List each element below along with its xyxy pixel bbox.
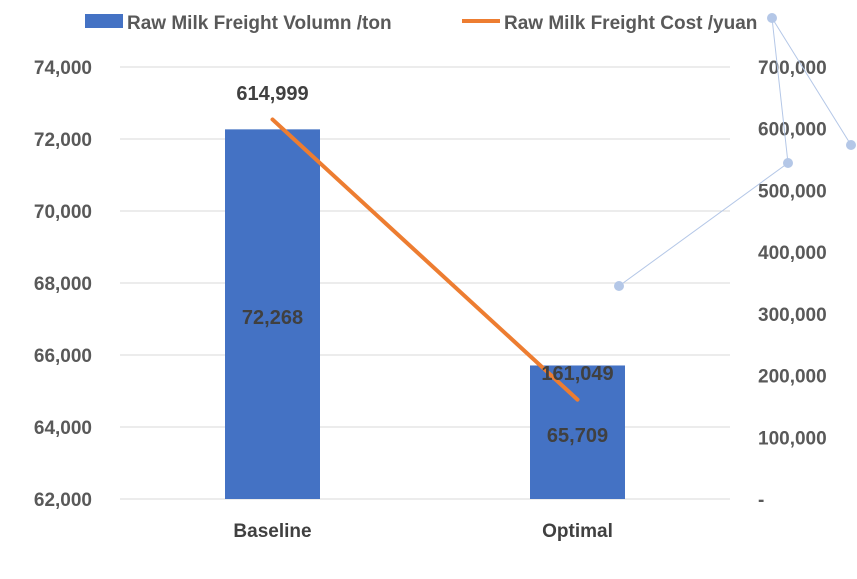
right-axis-tick-label: 300,000 — [758, 305, 827, 326]
data-labels: 72,268 65,709 614,999 161,049 — [236, 83, 613, 447]
left-axis-tick-label: 64,000 — [34, 418, 92, 439]
gridlines — [120, 66, 730, 500]
legend: Raw Milk Freight Volumn /ton Raw Milk Fr… — [85, 13, 757, 34]
line-series — [270, 117, 580, 402]
legend-label-volume: Raw Milk Freight Volumn /ton — [127, 13, 392, 34]
right-axis-tick-label: 200,000 — [758, 367, 827, 388]
bar-data-label: 72,268 — [242, 307, 303, 329]
left-axis-tick-label: 68,000 — [34, 274, 92, 295]
bar — [530, 365, 625, 499]
left-axis-tick-label: 74,000 — [34, 58, 92, 79]
legend-label-cost: Raw Milk Freight Cost /yuan — [504, 13, 757, 34]
decorative-trace-point — [783, 158, 793, 168]
decorative-trace-point — [767, 13, 777, 23]
right-axis-ticks: - 100,000 200,000 300,000 400,000 500,000 600,… — [758, 58, 827, 511]
bar — [225, 129, 320, 500]
category-label: Baseline — [233, 521, 311, 542]
right-axis-tick-label: 600,000 — [758, 120, 827, 141]
category-label: Optimal — [542, 521, 613, 542]
right-axis-tick-label: 700,000 — [758, 58, 827, 79]
decorative-trace-point — [846, 140, 856, 150]
right-axis-tick-label: 500,000 — [758, 181, 827, 202]
left-axis-tick-label: 70,000 — [34, 202, 92, 223]
bar-series — [225, 129, 625, 500]
left-axis-tick-label: 66,000 — [34, 346, 92, 367]
right-axis-tick-label: 400,000 — [758, 243, 827, 264]
left-axis-tick-label: 62,000 — [34, 490, 92, 511]
left-axis-tick-label: 72,000 — [34, 130, 92, 151]
right-axis-tick-label: 100,000 — [758, 428, 827, 449]
decorative-trace-line — [618, 17, 852, 287]
decorative-light-trace — [614, 13, 856, 291]
line-data-label: 614,999 — [236, 83, 308, 105]
line-data-label: 161,049 — [541, 363, 613, 385]
category-labels: Baseline Optimal — [233, 521, 612, 542]
right-axis-tick-label: - — [758, 490, 764, 511]
cost-line — [270, 117, 580, 402]
decorative-trace-point — [614, 281, 624, 291]
bar-data-label: 65,709 — [547, 425, 608, 447]
left-axis-ticks: 62,000 64,000 66,000 68,000 70,000 72,000 74,0… — [34, 58, 92, 511]
legend-swatch-volume — [85, 14, 123, 28]
